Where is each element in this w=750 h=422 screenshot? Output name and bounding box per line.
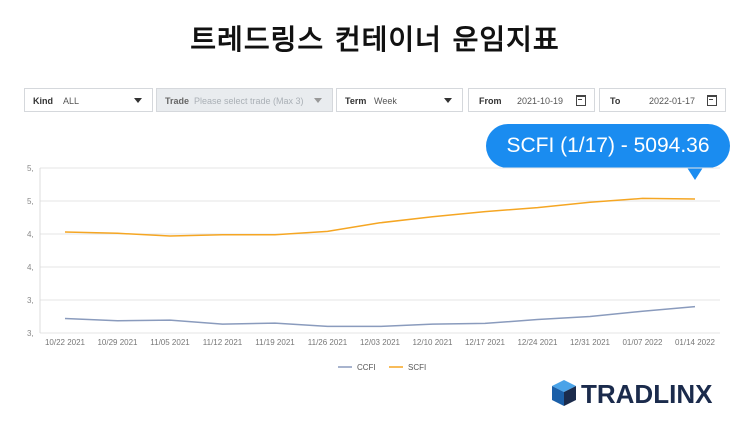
y-tick-label: 5, [27,164,34,173]
chart-grid [39,167,720,334]
y-tick-label: 3, [27,329,34,338]
x-tick-label: 12/17 2021 [465,338,506,347]
logo-text: TRADLINX [581,379,713,409]
tradlinx-logo: TRADLINX [549,378,712,409]
legend-label-ccfi: CCFI [357,363,376,372]
x-tick-label: 10/29 2021 [97,338,138,347]
term-select[interactable]: Term Week [336,88,463,112]
x-axis-ticks: 10/22 2021 10/29 2021 11/05 2021 11/12 2021… [45,338,716,347]
x-tick-label: 10/22 2021 [45,338,86,347]
cube-icon [552,380,576,406]
chevron-down-icon [134,98,142,103]
to-label: To [610,96,621,106]
legend-label-scfi: SCFI [408,363,426,372]
calendar-icon[interactable] [707,95,717,106]
x-tick-label: 11/26 2021 [308,338,348,347]
from-date-value: 2021-10-19 [517,96,564,106]
calendar-icon[interactable] [576,95,586,106]
chevron-down-icon [314,98,322,103]
x-tick-label: 11/19 2021 [255,338,295,347]
page-title: 트레드링스 컨테이너 운임지표 [190,23,560,56]
callout-pointer [686,166,704,180]
x-tick-label: 12/31 2021 [570,338,611,347]
x-tick-label: 11/05 2021 [150,338,190,347]
trade-placeholder: Please select trade (Max 3) [194,96,304,106]
x-tick-label: 11/12 2021 [203,338,243,347]
series-line-scfi [64,197,696,237]
x-tick-label: 12/03 2021 [360,338,401,347]
trade-select[interactable]: Trade Please select trade (Max 3) [156,88,333,112]
term-label: Term [345,96,367,106]
chart-series [64,197,696,328]
y-tick-label: 3, [27,296,34,305]
trade-label: Trade [165,96,190,106]
to-date-field[interactable]: To 2022-01-17 [599,88,726,112]
x-tick-label: 12/24 2021 [517,338,558,347]
kind-label: Kind [33,96,53,106]
x-tick-label: 01/07 2022 [622,338,663,347]
to-date-value: 2022-01-17 [649,96,696,106]
chart-legend: CCFI SCFI [338,363,426,372]
scfi-callout-bubble: SCFI (1/17) - 5094.36 [486,124,730,168]
chevron-down-icon [444,98,452,103]
x-tick-label: 12/10 2021 [412,338,453,347]
y-axis-ticks: 5, 5, 4, 4, 3, 3, [27,164,34,338]
x-tick-label: 01/14 2022 [675,338,716,347]
term-value: Week [374,96,397,106]
kind-select[interactable]: Kind ALL [24,88,153,112]
from-label: From [479,96,502,106]
from-date-field[interactable]: From 2021-10-19 [468,88,595,112]
y-tick-label: 5, [27,197,34,206]
kind-value: ALL [63,96,80,106]
series-line-ccfi [64,305,696,328]
y-tick-label: 4, [27,230,34,239]
y-tick-label: 4, [27,263,34,272]
